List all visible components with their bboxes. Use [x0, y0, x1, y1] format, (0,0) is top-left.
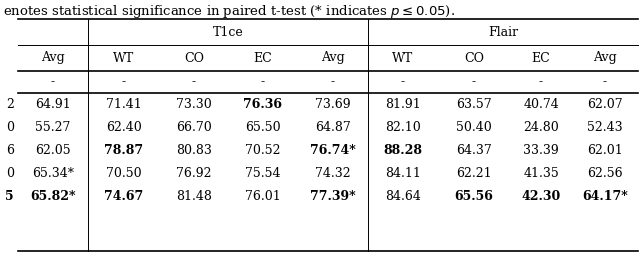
Text: -: - [261, 75, 265, 88]
Text: Avg: Avg [593, 51, 617, 64]
Text: 84.64: 84.64 [385, 190, 421, 203]
Text: WT: WT [392, 51, 413, 64]
Text: 81.48: 81.48 [176, 190, 212, 203]
Text: 73.69: 73.69 [315, 98, 351, 111]
Text: 73.30: 73.30 [176, 98, 212, 111]
Text: -: - [192, 75, 196, 88]
Text: 62.07: 62.07 [587, 98, 623, 111]
Text: 55.27: 55.27 [35, 121, 70, 134]
Text: 64.91: 64.91 [35, 98, 71, 111]
Text: 77.39*: 77.39* [310, 190, 356, 203]
Text: Avg: Avg [321, 51, 345, 64]
Text: Flair: Flair [488, 26, 518, 39]
Text: -: - [331, 75, 335, 88]
Text: 6: 6 [6, 144, 14, 157]
Text: 66.70: 66.70 [176, 121, 212, 134]
Text: 76.92: 76.92 [176, 167, 212, 180]
Text: 78.87: 78.87 [104, 144, 143, 157]
Text: 84.11: 84.11 [385, 167, 421, 180]
Text: 76.36: 76.36 [243, 98, 282, 111]
Text: 74.67: 74.67 [104, 190, 143, 203]
Text: 71.41: 71.41 [106, 98, 142, 111]
Text: EC: EC [532, 51, 550, 64]
Text: 41.35: 41.35 [523, 167, 559, 180]
Text: 24.80: 24.80 [523, 121, 559, 134]
Text: 62.40: 62.40 [106, 121, 142, 134]
Text: 0: 0 [6, 167, 14, 180]
Text: 50.40: 50.40 [456, 121, 492, 134]
Text: 88.28: 88.28 [383, 144, 422, 157]
Text: 40.74: 40.74 [523, 98, 559, 111]
Text: 65.34*: 65.34* [32, 167, 74, 180]
Text: 2: 2 [6, 98, 14, 111]
Text: 64.17*: 64.17* [582, 190, 628, 203]
Text: 62.05: 62.05 [35, 144, 71, 157]
Text: 70.50: 70.50 [106, 167, 142, 180]
Text: 65.82*: 65.82* [30, 190, 76, 203]
Text: EC: EC [253, 51, 273, 64]
Text: 42.30: 42.30 [522, 190, 561, 203]
Text: CO: CO [184, 51, 204, 64]
Text: 62.21: 62.21 [456, 167, 492, 180]
Text: enotes statistical significance in paired t-test (* indicates $p \leq 0.05$).: enotes statistical significance in paire… [3, 3, 455, 20]
Text: 63.57: 63.57 [456, 98, 492, 111]
Text: -: - [603, 75, 607, 88]
Text: 80.83: 80.83 [176, 144, 212, 157]
Text: 74.32: 74.32 [315, 167, 351, 180]
Text: 52.43: 52.43 [587, 121, 623, 134]
Text: 64.87: 64.87 [315, 121, 351, 134]
Text: T1ce: T1ce [212, 26, 243, 39]
Text: -: - [401, 75, 405, 88]
Text: 82.10: 82.10 [385, 121, 421, 134]
Text: 62.01: 62.01 [587, 144, 623, 157]
Text: -: - [51, 75, 55, 88]
Text: CO: CO [464, 51, 484, 64]
Text: -: - [472, 75, 476, 88]
Text: -: - [122, 75, 126, 88]
Text: 5: 5 [5, 190, 14, 203]
Text: Avg: Avg [41, 51, 65, 64]
Text: 64.37: 64.37 [456, 144, 492, 157]
Text: 76.01: 76.01 [245, 190, 281, 203]
Text: 65.50: 65.50 [245, 121, 281, 134]
Text: 33.39: 33.39 [523, 144, 559, 157]
Text: 75.54: 75.54 [245, 167, 281, 180]
Text: 62.56: 62.56 [587, 167, 623, 180]
Text: 76.74*: 76.74* [310, 144, 356, 157]
Text: 65.56: 65.56 [454, 190, 493, 203]
Text: -: - [539, 75, 543, 88]
Text: 81.91: 81.91 [385, 98, 421, 111]
Text: WT: WT [113, 51, 134, 64]
Text: 0: 0 [6, 121, 14, 134]
Text: 70.52: 70.52 [245, 144, 281, 157]
